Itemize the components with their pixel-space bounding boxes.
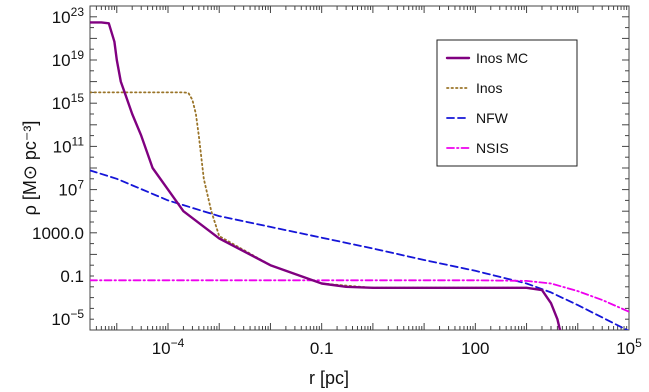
y-tick-label-exponent: 19 [71,48,85,62]
y-tick-label-mantissa: 10 [52,8,71,27]
x-tick-label-mantissa: 10 [616,339,635,358]
x-tick-label: 100 [461,339,489,358]
series-line-nsis [90,279,629,313]
y-tick-label: 1015 [52,91,85,113]
x-tick-label: 105 [616,336,642,358]
y-tick-label: 1000.0 [32,224,84,243]
y-tick-label-exponent: 7 [77,178,84,192]
legend-label-inos-mc: Inos MC [476,50,528,66]
y-tick-label: 1019 [52,48,85,70]
x-tick-label: 10−4 [152,336,185,358]
y-tick-label: 1023 [52,5,85,27]
legend-label-inos: Inos [476,80,502,96]
y-tick-label-exponent: 23 [71,5,85,19]
x-tick-label-mantissa: 10 [152,339,171,358]
y-tick-label-mantissa: 10 [52,94,71,113]
x-tick-label: 0.1 [310,339,334,358]
tick-labels: 10−4 0.1 100 10510231019101510111071000.00.… [32,5,642,358]
y-axis-label: ρ [M⊙ pc⁻³] [20,121,40,216]
y-tick-label-mantissa: 10 [52,51,71,70]
y-tick-label-mantissa: 10 [53,137,72,156]
x-axis-label: r [pc] [309,368,349,388]
y-tick-label: 10−5 [51,307,84,329]
legend-label-nfw: NFW [476,110,509,126]
y-tick-label-mantissa: 10 [51,310,70,329]
axis-ticks [89,5,630,331]
y-tick-label: 1011 [53,134,85,156]
legend-label-nsis: NSIS [476,140,509,156]
y-tick-label-exponent: −5 [70,307,84,321]
legend: Inos MC Inos NFW NSIS [436,39,578,167]
series-line-inos-mc [90,21,562,330]
y-tick-label: 107 [58,178,84,200]
y-tick-label-exponent: 15 [71,91,85,105]
y-tick-label: 0.1 [60,267,84,286]
x-tick-label-exponent: 5 [635,336,642,350]
y-tick-label-exponent: 11 [72,134,85,148]
legend-box [436,39,578,167]
series-group [90,21,629,330]
series-line-nfw [90,169,629,330]
y-tick-label-mantissa: 10 [58,181,77,200]
x-tick-label-exponent: −4 [171,336,185,350]
